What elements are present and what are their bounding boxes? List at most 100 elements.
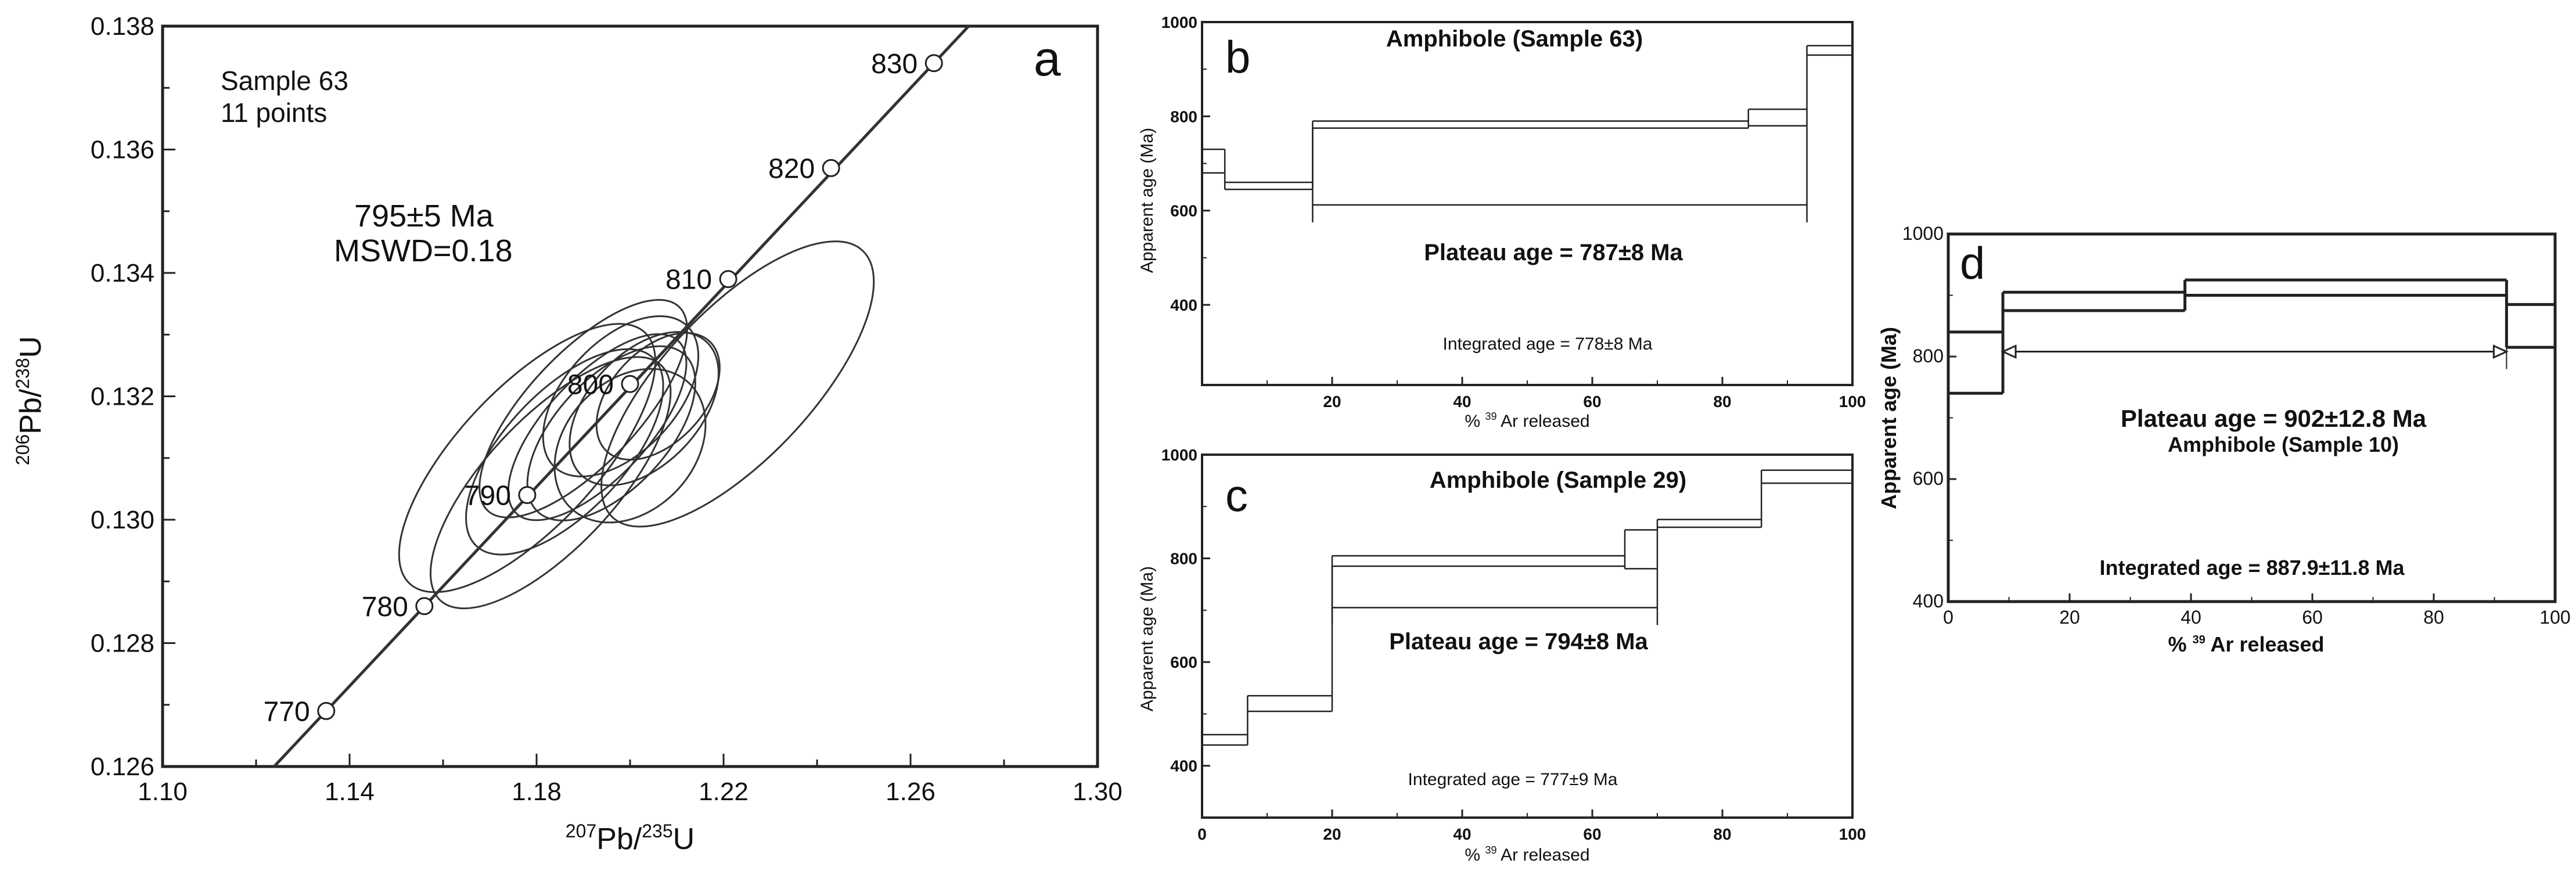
panel-c-integrated-label: Integrated age = 777±9 Ma <box>1408 770 1618 789</box>
x-tick-label: 1.10 <box>138 778 188 806</box>
error-ellipse <box>595 332 721 461</box>
panel-b-x-sup: 39 <box>1485 411 1496 422</box>
panel-b-letter: b <box>1225 31 1250 82</box>
concordia-age-label: 820 <box>768 153 815 184</box>
error-ellipse <box>398 323 657 593</box>
panel-a-concordia-line: 770 780 790 800 810 820 830 <box>264 25 970 768</box>
y-tick-label: 400 <box>1170 757 1197 775</box>
y-tick-label: 1000 <box>1161 446 1197 464</box>
panel-d-title: Amphibole (Sample 10) <box>2168 433 2399 456</box>
panel-b-integrated-label: Integrated age = 778±8 Ma <box>1443 334 1653 354</box>
panel-b-x-tick-labels: 20 40 60 80 100 <box>1323 393 1866 411</box>
panel-c-x-sup: 39 <box>1485 844 1496 856</box>
panel-a-sample-label: Sample 63 <box>221 66 348 96</box>
panel-d-step-plot: 0 20 40 60 80 100 1000 800 600 400 d Plateau age… <box>1877 223 2571 656</box>
panel-a-y-axis-label: 206Pb/238U <box>12 336 48 465</box>
panel-c-steps <box>1201 469 1852 746</box>
y-tick-label: 600 <box>1913 468 1944 489</box>
concordia-age-marker <box>924 54 943 73</box>
plateau-arrow-left <box>2001 344 2017 359</box>
panel-b-x-main-1: % <box>1465 412 1485 431</box>
panel-c-x-tick-labels: 0 20 40 60 80 100 <box>1197 825 1866 843</box>
panel-c-y-axis-label: Apparent age (Ma) <box>1138 566 1157 711</box>
concordia-age-marker <box>415 597 434 616</box>
error-ellipse <box>465 348 664 556</box>
panel-d-steps <box>1947 278 2555 395</box>
panel-a-y-main: Pb/ <box>14 388 48 434</box>
panel-c-x-main-2: Ar released <box>1496 845 1589 865</box>
panel-c-y-tick-labels: 1000 800 600 400 <box>1161 446 1197 775</box>
x-tick-label: 1.22 <box>699 778 749 806</box>
x-tick-label: 0 <box>1943 607 1953 628</box>
x-tick-label: 100 <box>1839 393 1866 411</box>
panel-b-steps <box>1201 45 1852 222</box>
panel-d-x-tick-labels: 0 20 40 60 80 100 <box>1943 607 2571 628</box>
y-tick-label: 800 <box>1170 107 1197 125</box>
x-tick-label: 1.18 <box>512 778 562 806</box>
concordia-age-label: 770 <box>264 696 310 727</box>
x-tick-label: 80 <box>1713 393 1731 411</box>
error-ellipse <box>429 356 672 610</box>
x-tick-label: 60 <box>1583 825 1601 843</box>
panel-d-plateau-label: Plateau age = 902±12.8 Ma <box>2121 405 2427 432</box>
x-tick-label: 1.14 <box>325 778 375 806</box>
x-tick-label: 20 <box>1323 825 1341 843</box>
panel-a-x-tick-labels: 1.10 1.14 1.18 1.22 1.26 1.30 <box>138 778 1122 806</box>
x-tick-label: 60 <box>1583 393 1601 411</box>
concordia-age-marker <box>719 270 737 289</box>
panel-c-title: Amphibole (Sample 29) <box>1430 467 1686 493</box>
panel-d-x-main-2: Ar released <box>2206 632 2325 656</box>
panel-a-frame <box>161 24 1099 768</box>
y-tick-label: 1000 <box>1902 223 1944 244</box>
x-tick-label: 40 <box>1453 825 1471 843</box>
panel-c-tick-marks <box>1201 454 1854 818</box>
panel-b-x-main-2: Ar released <box>1496 412 1589 431</box>
error-ellipse <box>507 333 688 521</box>
y-tick-label: 0.130 <box>91 506 154 534</box>
panel-d-x-sup: 39 <box>2192 634 2205 646</box>
y-tick-label: 1000 <box>1161 13 1197 31</box>
y-tick-label: 0.134 <box>91 259 154 287</box>
concordia-age-label: 780 <box>362 592 408 622</box>
panel-b-title: Amphibole (Sample 63) <box>1386 26 1643 52</box>
error-ellipse <box>600 240 875 528</box>
panel-a-x-axis-label: 207Pb/235U <box>566 821 695 856</box>
y-tick-label: 600 <box>1170 202 1197 220</box>
y-tick-label: 400 <box>1170 296 1197 314</box>
panel-a-x-end: U <box>673 822 695 856</box>
concordia-curve <box>273 25 970 768</box>
error-ellipse <box>526 345 696 521</box>
concordia-age-marker <box>317 701 336 720</box>
y-tick-label: 800 <box>1913 346 1944 366</box>
panel-c-x-axis-label: % 39 Ar released <box>1465 844 1589 865</box>
concordia-age-marker <box>621 375 639 393</box>
concordia-age-label: 790 <box>465 481 511 512</box>
panel-b-tick-marks <box>1202 21 1854 385</box>
y-tick-label: 600 <box>1170 653 1197 671</box>
panel-a-x-sup1: 207 <box>566 821 596 841</box>
panel-a-y-sup2: 238 <box>12 358 33 388</box>
panel-a-ellipses <box>398 240 875 610</box>
x-tick-label: 20 <box>2059 607 2080 628</box>
panel-a-y-tick-labels: 0.126 0.128 0.130 0.132 0.134 0.136 0.138 <box>91 12 154 781</box>
concordia-age-label: 810 <box>665 265 712 296</box>
concordia-age-label: 830 <box>871 49 918 80</box>
panel-d-y-tick-labels: 1000 800 600 400 <box>1902 223 1944 611</box>
panel-a-y-end: U <box>14 336 48 358</box>
x-tick-label: 40 <box>1453 393 1471 411</box>
x-tick-label: 60 <box>2302 607 2323 628</box>
y-tick-label: 800 <box>1170 550 1197 568</box>
concordia-age-marker <box>518 486 537 504</box>
panel-b-x-axis-label: % 39 Ar released <box>1465 411 1589 431</box>
x-tick-label: 100 <box>1839 825 1866 843</box>
panel-a-mswd-label: MSWD=0.18 <box>334 233 513 268</box>
panel-d-x-axis-label: % 39 Ar released <box>2168 632 2324 656</box>
panel-b-y-tick-labels: 1000 800 600 400 <box>1161 13 1197 314</box>
y-tick-label: 0.128 <box>91 629 154 658</box>
error-ellipse <box>569 331 719 487</box>
panel-b-plateau-label: Plateau age = 787±8 Ma <box>1424 240 1683 265</box>
y-tick-label: 0.132 <box>91 383 154 411</box>
panel-a-x-main: Pb/ <box>596 822 642 856</box>
